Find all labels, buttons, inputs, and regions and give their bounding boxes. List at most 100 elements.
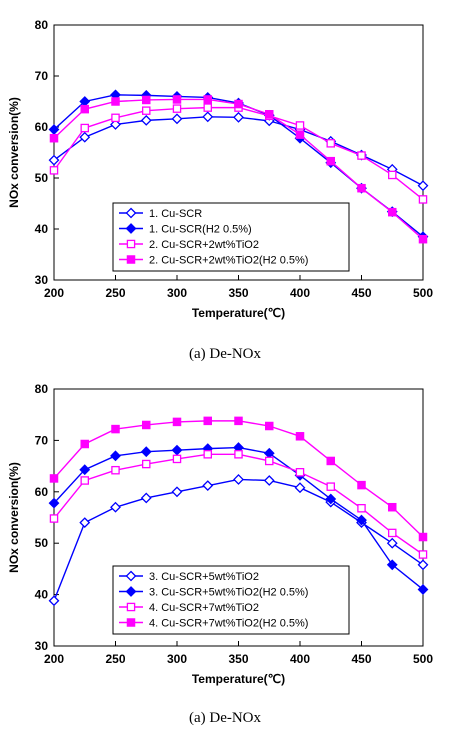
data-point	[387, 170, 397, 180]
chart-1: 30 40 50 60 70 80 200 250 300 350 400 450 500 Tempera…	[7, 18, 433, 362]
data-point	[80, 123, 90, 133]
legend: 3. Cu-SCR+5wt%TiO2 3. Cu-SCR+5wt%TiO2(H2 …	[112, 565, 350, 635]
data-point	[387, 502, 397, 512]
series-3	[49, 450, 428, 559]
data-point	[326, 139, 335, 148]
data-point	[234, 99, 243, 109]
data-point	[417, 180, 429, 192]
data-point	[203, 416, 212, 426]
data-point	[234, 450, 243, 459]
data-point	[203, 450, 212, 459]
data-point	[79, 131, 91, 143]
series-1	[48, 474, 429, 607]
y-tick-label: 60	[35, 485, 49, 499]
data-point	[111, 465, 120, 475]
x-tick-label: 450	[351, 286, 371, 300]
data-point	[49, 133, 59, 143]
x-tick-label: 300	[167, 286, 187, 300]
x-tick-label: 350	[228, 652, 248, 666]
x-tick-label: 250	[105, 286, 125, 300]
data-point	[49, 166, 59, 175]
data-point	[171, 113, 183, 125]
series-4	[49, 416, 428, 542]
legend-marker	[125, 570, 137, 582]
data-point	[387, 528, 397, 538]
data-point	[418, 234, 428, 244]
data-point	[417, 559, 429, 571]
series-line	[53, 116, 424, 187]
data-point	[141, 420, 151, 430]
y-tick-label: 70	[35, 433, 49, 447]
data-point	[418, 195, 428, 204]
data-point	[418, 550, 428, 559]
legend-entry: 1. Cu-SCR(H2 0.5%)	[149, 224, 252, 236]
data-point	[233, 111, 244, 123]
data-point	[357, 151, 366, 160]
data-point	[140, 114, 152, 126]
data-point	[326, 456, 335, 466]
data-point	[295, 432, 305, 441]
data-point	[263, 447, 275, 459]
y-tick-label: 40	[35, 588, 49, 602]
data-point	[203, 95, 212, 104]
series-1	[48, 111, 429, 192]
data-point	[79, 464, 91, 476]
data-point	[48, 497, 60, 509]
data-point	[203, 103, 212, 112]
legend-marker	[126, 255, 136, 264]
figure-caption: (a) De-NOx	[189, 710, 262, 726]
series-4	[49, 95, 428, 244]
data-point	[264, 456, 274, 466]
legend-marker	[126, 602, 136, 612]
y-axis-label: NOx conversion(%)	[7, 462, 21, 573]
y-axis-label: NOx conversion(%)	[7, 97, 21, 208]
legend-entry: 3. Cu-SCR+5wt%TiO2	[149, 571, 259, 583]
legend-marker	[126, 618, 136, 627]
x-axis-label: Temperature(℃)	[192, 672, 285, 686]
data-point	[80, 439, 90, 449]
x-tick-label: 400	[290, 652, 310, 666]
y-tick-label: 50	[35, 536, 49, 550]
data-point	[172, 104, 182, 113]
data-point	[326, 156, 335, 166]
y-tick-label: 60	[35, 120, 49, 134]
data-point	[233, 474, 244, 485]
data-point	[80, 104, 90, 114]
data-point	[141, 459, 151, 469]
legend-marker	[125, 207, 137, 219]
y-tick-label: 30	[35, 273, 49, 287]
data-point	[79, 517, 91, 529]
legend: 1. Cu-SCR 1. Cu-SCR(H2 0.5%) 2. Cu-SCR+2wt…	[112, 202, 350, 272]
figure-caption: (a) De-NOx	[189, 346, 262, 362]
data-point	[49, 474, 59, 483]
x-axis-label: Temperature(℃)	[192, 306, 285, 320]
data-point	[140, 446, 152, 458]
data-point	[357, 480, 366, 490]
x-tick-label: 250	[105, 652, 125, 666]
data-point	[386, 537, 398, 549]
data-point	[386, 559, 398, 571]
legend-marker	[126, 239, 136, 249]
y-tick-label: 30	[35, 639, 49, 653]
data-point	[387, 207, 397, 217]
legend-marker	[125, 586, 137, 597]
x-tick-label: 200	[44, 286, 64, 300]
data-point	[295, 468, 305, 477]
data-point	[263, 475, 275, 486]
x-tick-label: 200	[44, 652, 64, 666]
data-point	[171, 444, 183, 456]
data-point	[264, 110, 274, 119]
data-point	[172, 454, 182, 464]
legend-entry: 4. Cu-SCR+7wt%TiO2(H2 0.5%)	[149, 618, 308, 630]
data-point	[172, 417, 182, 427]
data-point	[294, 482, 306, 494]
data-point	[111, 97, 120, 106]
data-point	[110, 450, 121, 462]
data-point	[357, 503, 366, 513]
y-tick-label: 50	[35, 171, 49, 185]
data-point	[295, 121, 305, 130]
x-tick-label: 400	[290, 286, 310, 300]
chart-2: 30 40 50 60 70 80 200 250 300 350 400 450 500 Tempera…	[7, 382, 433, 726]
data-point	[234, 416, 243, 426]
legend-marker	[125, 223, 137, 234]
